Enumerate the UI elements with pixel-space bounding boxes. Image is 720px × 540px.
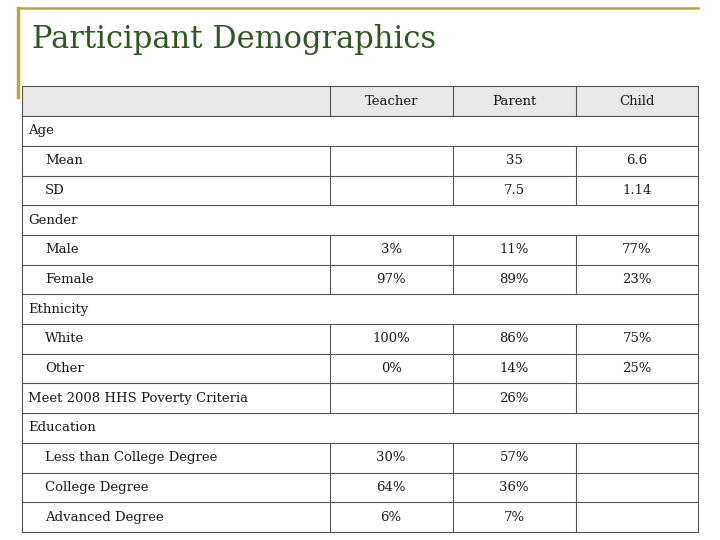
Text: 35: 35: [506, 154, 523, 167]
Text: 36%: 36%: [500, 481, 529, 494]
Text: College Degree: College Degree: [45, 481, 149, 494]
Text: Less than College Degree: Less than College Degree: [45, 451, 217, 464]
Text: Advanced Degree: Advanced Degree: [45, 510, 164, 524]
Text: Teacher: Teacher: [364, 94, 418, 108]
Text: 77%: 77%: [622, 243, 652, 256]
Text: Participant Demographics: Participant Demographics: [32, 24, 436, 55]
Text: 57%: 57%: [500, 451, 529, 464]
Text: Age: Age: [28, 124, 54, 138]
Text: SD: SD: [45, 184, 65, 197]
Text: Child: Child: [619, 94, 655, 108]
Text: 25%: 25%: [623, 362, 652, 375]
Text: Education: Education: [28, 421, 96, 435]
Text: 1.14: 1.14: [623, 184, 652, 197]
Text: 26%: 26%: [500, 392, 529, 405]
Text: Male: Male: [45, 243, 79, 256]
Text: White: White: [45, 332, 84, 346]
Text: 6.6: 6.6: [626, 154, 648, 167]
Text: 23%: 23%: [622, 273, 652, 286]
Text: 11%: 11%: [500, 243, 529, 256]
Text: 14%: 14%: [500, 362, 529, 375]
Text: Meet 2008 HHS Poverty Criteria: Meet 2008 HHS Poverty Criteria: [28, 392, 248, 405]
Text: 75%: 75%: [622, 332, 652, 346]
Text: 97%: 97%: [377, 273, 406, 286]
Text: 3%: 3%: [381, 243, 402, 256]
Text: Gender: Gender: [28, 213, 78, 227]
Text: Female: Female: [45, 273, 94, 286]
Text: 7%: 7%: [504, 510, 525, 524]
Text: Other: Other: [45, 362, 84, 375]
Text: Parent: Parent: [492, 94, 536, 108]
Text: 7.5: 7.5: [504, 184, 525, 197]
Text: 6%: 6%: [381, 510, 402, 524]
Text: Mean: Mean: [45, 154, 84, 167]
Text: 86%: 86%: [500, 332, 529, 346]
Text: 0%: 0%: [381, 362, 402, 375]
Text: 30%: 30%: [377, 451, 406, 464]
Text: 89%: 89%: [500, 273, 529, 286]
Text: Ethnicity: Ethnicity: [28, 302, 89, 316]
Text: 64%: 64%: [377, 481, 406, 494]
Text: 100%: 100%: [372, 332, 410, 346]
